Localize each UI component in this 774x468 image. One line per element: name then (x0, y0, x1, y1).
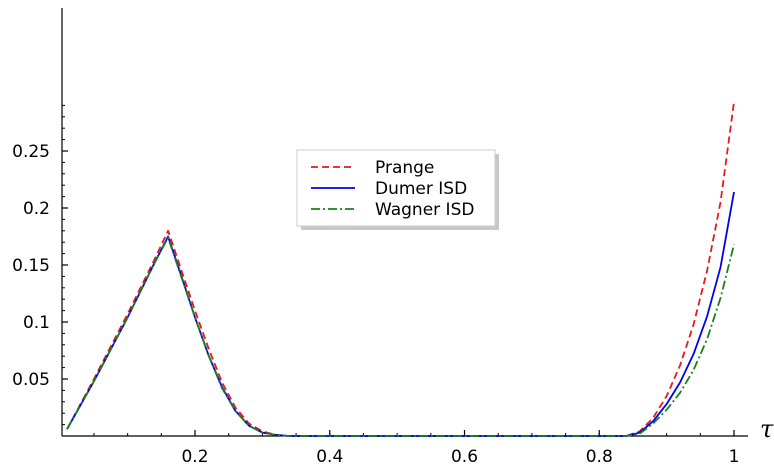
legend-label: Wagner ISD (375, 200, 474, 220)
legend-label: Prange (375, 158, 434, 178)
y-tick-label: 0.15 (12, 256, 50, 276)
x-tick-label: 0.2 (181, 447, 208, 467)
y-tick-label: 0.25 (12, 142, 50, 162)
x-tick-label: 0.6 (451, 447, 478, 467)
y-tick-label: 0.05 (12, 370, 50, 390)
x-axis-label: τ (760, 415, 774, 443)
x-tick-label: 0.4 (316, 447, 343, 467)
series-line-wagner-isd (66, 236, 735, 437)
x-tick-label: 0.8 (586, 447, 613, 467)
axes: 0.2 0.4 0.6 0.8 1 0.05 0.1 0.15 0.2 0.25 τ (12, 8, 774, 467)
series-line-dumer-isd (66, 191, 735, 437)
legend-label: Dumer ISD (375, 179, 467, 199)
y-tick-label: 0.2 (23, 199, 50, 219)
x-tick-label: 1 (729, 447, 740, 467)
y-tick-label: 0.1 (23, 313, 50, 333)
series-lines (66, 101, 735, 437)
